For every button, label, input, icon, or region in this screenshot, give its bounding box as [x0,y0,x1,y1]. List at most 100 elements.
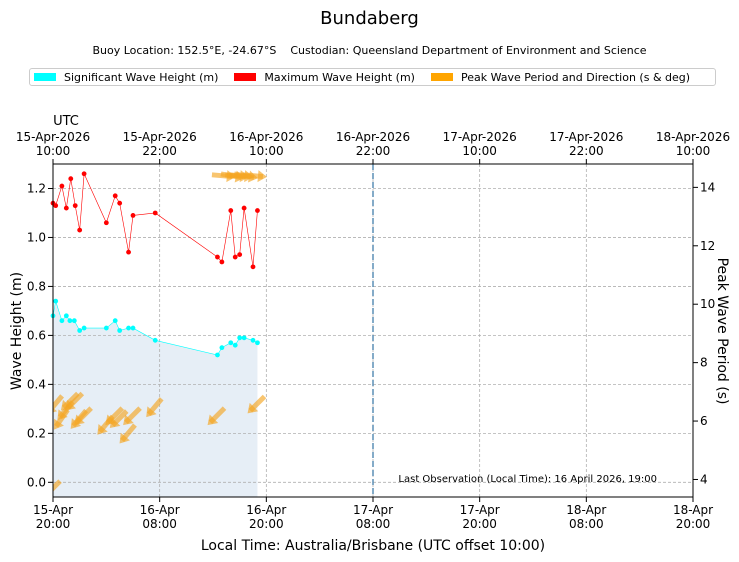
x-axis-title: Local Time: Australia/Brisbane (UTC offs… [201,538,545,554]
maximum-wave-point [255,208,260,213]
significant-wave-point [237,335,243,341]
maximum-wave-point [81,171,87,177]
maximum-wave-line [52,173,258,267]
maximum-wave-point [72,203,78,209]
top-tick-time: 22:00 [569,144,604,158]
legend-label-maximum: Maximum Wave Height (m) [264,70,415,84]
peak-arrow-head [53,407,58,413]
maximum-wave-point [59,183,65,189]
peak-arrow-head [53,418,64,430]
significant-wave-point [232,342,238,348]
top-tick-time: 10:00 [676,144,711,158]
top-tick-time: 22:00 [356,144,391,158]
peak-arrow [109,409,129,429]
maximum-wave-point [219,259,225,265]
significant-wave-point [81,325,87,331]
y-tick-label: 1.2 [27,181,46,195]
significant-wave-area [53,301,258,497]
y-tick-label: 0.0 [27,475,46,489]
chart-title: Bundaberg [320,8,419,29]
maximum-wave-point [215,254,220,260]
peak-arrow-head [109,417,121,429]
peak-arrow-head [57,409,68,421]
last-observation-note: Last Observation (Local Time): 16 April … [398,474,657,485]
peak-arrow [74,406,93,426]
peak-arrow-head [65,399,76,411]
buoy-location: Buoy Location: 152.5°E, -24.67°S [92,44,277,57]
significant-wave-line [52,301,258,356]
maximum-wave-point [117,200,123,206]
significant-wave-point [219,345,225,351]
significant-wave-point [53,298,59,304]
significant-wave-point [255,340,260,346]
chart-subtitle: Buoy Location: 152.5°E, -24.67°S Custodia… [0,44,739,57]
peak-arrow [146,397,164,418]
legend-item-maximum: Maximum Wave Height (m) [234,71,415,84]
significant-wave-point [112,318,118,324]
peak-arrows [53,170,267,497]
maximum-wave-point [68,176,74,182]
maximum-wave-point [103,220,109,226]
x-tick-date: 16-Apr [246,503,286,517]
legend: Significant Wave Height (m) Maximum Wave… [29,68,716,86]
y2-tick-label: 10 [700,297,715,311]
maximum-wave-point [232,254,238,260]
significant-wave-point [250,337,256,343]
top-tick-time: 10:00 [249,144,284,158]
x-tick-date: 18-Apr [673,503,713,517]
maximum-wave-point [63,205,69,211]
legend-swatch-significant [34,73,56,81]
top-tick-time: 10:00 [462,144,497,158]
x-tick-time: 20:00 [462,517,497,531]
top-tick-date: 16-Apr-2026 [229,130,303,144]
legend-item-significant: Significant Wave Height (m) [34,71,218,84]
significant-wave-point [215,352,220,358]
x-tick-date: 17-Apr [460,503,500,517]
top-tick-date: 18-Apr-2026 [656,130,730,144]
x-tick-time: 08:00 [142,517,177,531]
x-tick-date: 18-Apr [566,503,606,517]
x-tick-time: 20:00 [676,517,711,531]
maximum-wave-point [112,193,118,199]
peak-arrow [65,391,85,411]
peak-arrow-head [123,414,134,426]
x-tick-time: 20:00 [249,517,284,531]
top-tick-date: 17-Apr-2026 [549,130,623,144]
maximum-wave-point [77,227,83,233]
peak-arrow [207,406,227,426]
y2-tick-label: 14 [700,180,715,194]
maximum-wave-point [53,203,59,209]
peak-arrow-head [247,402,259,414]
significant-wave-point [77,328,83,333]
x-tick-date: 16-Apr [140,503,180,517]
x-tick-time: 08:00 [356,517,391,531]
top-tick-date: 15-Apr-2026 [16,130,90,144]
legend-swatch-maximum [234,73,257,81]
y-tick-label: 0.4 [27,377,46,391]
maximum-wave-point [152,210,158,216]
peak-arrow-shaft [53,394,65,411]
significant-wave-point [228,340,234,346]
peak-arrow-head [97,423,108,435]
significant-wave-point [241,335,247,341]
y2-tick-label: 12 [700,239,715,253]
significant-wave-point [63,313,69,319]
top-tick-time: 10:00 [36,144,71,158]
peak-arrow-head [207,414,219,426]
maximum-wave-point [237,252,243,257]
peak-arrow [53,394,65,413]
top-tick-date: 17-Apr-2026 [443,130,517,144]
legend-label-peak: Peak Wave Period and Direction (s & deg) [460,70,691,84]
maximum-wave-point [130,213,136,218]
top-tick-date: 16-Apr-2026 [336,130,410,144]
peak-arrow [242,170,267,183]
maximum-wave-point [228,208,234,213]
significant-wave-point [71,318,77,324]
significant-wave-point [152,337,158,343]
y2-tick-label: 4 [700,472,708,486]
x-tick-time: 20:00 [36,517,71,531]
significant-wave-point [126,325,131,331]
y-tick-label: 0.2 [27,426,46,440]
y2-tick-label: 8 [700,356,708,370]
peak-arrow-head [74,414,85,426]
